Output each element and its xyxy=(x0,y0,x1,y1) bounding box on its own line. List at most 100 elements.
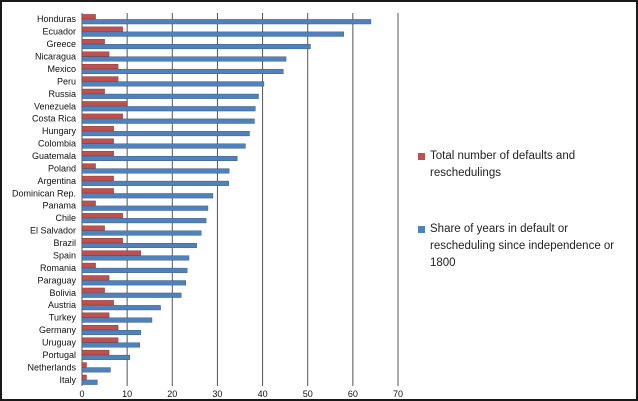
legend-label: Share of years in default or rescheduling… xyxy=(430,223,614,269)
bar-share-years xyxy=(81,255,190,261)
legend-swatch xyxy=(418,226,425,233)
bar-defaults xyxy=(81,26,123,32)
bar-defaults xyxy=(81,88,105,94)
x-axis: 0 10 20 30 40 50 60 70 xyxy=(79,389,403,399)
category-label: Chile xyxy=(55,213,76,223)
bar-share-years xyxy=(81,367,111,373)
bar-share-years xyxy=(81,56,287,62)
bar-share-years xyxy=(81,379,98,385)
x-tick-label: 20 xyxy=(167,389,177,399)
bar-share-years xyxy=(81,81,265,87)
category-label: Honduras xyxy=(37,14,77,24)
gridlines xyxy=(81,13,399,386)
bar-defaults xyxy=(81,225,105,231)
category-label: Colombia xyxy=(38,139,76,149)
bar-defaults xyxy=(81,188,114,194)
category-label: Venezuela xyxy=(34,101,76,111)
bar-defaults xyxy=(81,138,114,144)
category-label: Greece xyxy=(46,39,76,49)
bar-defaults xyxy=(81,14,96,20)
category-label: Hungary xyxy=(42,126,77,136)
category-label: Argentina xyxy=(37,176,76,186)
category-label: Ecuador xyxy=(42,27,76,37)
x-tick-label: 0 xyxy=(79,389,84,399)
legend: Total number of defaults and rescheduling… xyxy=(418,150,614,269)
bar-share-years xyxy=(81,205,209,211)
bar-share-years xyxy=(81,230,202,236)
category-label: Paraguay xyxy=(37,275,76,285)
bar-defaults xyxy=(81,325,119,331)
bar-share-years xyxy=(81,280,187,286)
category-label: Germany xyxy=(39,325,77,335)
bar-defaults xyxy=(81,337,119,343)
bar-defaults xyxy=(81,39,105,45)
category-label: Portugal xyxy=(42,350,76,360)
bar-defaults xyxy=(81,51,110,57)
bar-share-years xyxy=(81,193,214,199)
bar-defaults xyxy=(81,287,105,293)
bar-defaults xyxy=(81,349,110,355)
bar-share-years xyxy=(81,131,250,137)
category-label: Costa Rica xyxy=(32,114,76,124)
bar-defaults xyxy=(81,101,128,107)
category-label: Spain xyxy=(53,250,76,260)
bar-share-years xyxy=(81,19,372,25)
bar-defaults xyxy=(81,200,96,206)
legend-label: Total number of defaults and rescheduling… xyxy=(430,150,575,179)
bar-share-years xyxy=(81,118,255,124)
x-tick-label: 60 xyxy=(348,389,358,399)
category-label: Austria xyxy=(48,300,76,310)
x-tick-label: 10 xyxy=(122,389,132,399)
bar-defaults xyxy=(81,113,123,119)
category-label: El Salvador xyxy=(30,226,76,236)
bar-share-years xyxy=(81,68,284,74)
bar-defaults xyxy=(81,250,141,256)
bar-share-years xyxy=(81,106,256,112)
bar-share-years xyxy=(81,155,238,161)
bar-defaults xyxy=(81,150,114,156)
category-label: Romania xyxy=(40,263,76,273)
category-label: Nicaragua xyxy=(35,52,76,62)
bar-defaults xyxy=(81,76,119,82)
bar-share-years xyxy=(81,354,131,360)
bar-share-years xyxy=(81,180,229,186)
category-label: Brazil xyxy=(53,238,76,248)
bar-share-years xyxy=(81,31,345,37)
category-label: Turkey xyxy=(49,313,77,323)
x-tick-label: 30 xyxy=(212,389,222,399)
category-label: Dominican Rep. xyxy=(12,188,76,198)
category-label: Italy xyxy=(59,375,76,385)
bar-defaults xyxy=(81,362,87,368)
bar-share-years xyxy=(81,143,246,149)
bar-defaults xyxy=(81,312,110,318)
category-label: Bolivia xyxy=(49,288,76,298)
category-label: Uruguay xyxy=(42,337,77,347)
bar-defaults xyxy=(81,238,123,244)
bars xyxy=(81,14,372,385)
category-label: Panama xyxy=(42,201,76,211)
bar-defaults xyxy=(81,175,114,181)
bar-share-years xyxy=(81,292,182,298)
bar-share-years xyxy=(81,218,207,224)
category-label: Peru xyxy=(57,76,76,86)
bar-defaults xyxy=(81,374,87,380)
category-label: Netherlands xyxy=(27,362,76,372)
category-label: Poland xyxy=(48,163,76,173)
bar-defaults xyxy=(81,275,110,281)
bar-share-years xyxy=(81,330,141,336)
category-label: Russia xyxy=(48,89,76,99)
x-tick-label: 40 xyxy=(258,389,268,399)
bar-defaults xyxy=(81,163,96,169)
bar-share-years xyxy=(81,305,161,311)
bar-defaults xyxy=(81,126,114,132)
bar-defaults xyxy=(81,300,114,306)
bar-defaults xyxy=(81,63,119,69)
category-labels: Honduras Ecuador Greece Nicaragua Mexico Peru… xyxy=(12,14,77,385)
bar-defaults xyxy=(81,262,96,268)
bar-share-years xyxy=(81,243,197,249)
category-label: Guatemala xyxy=(32,151,76,161)
bar-share-years xyxy=(81,317,153,323)
bar-share-years xyxy=(81,93,259,99)
bar-defaults xyxy=(81,213,123,219)
